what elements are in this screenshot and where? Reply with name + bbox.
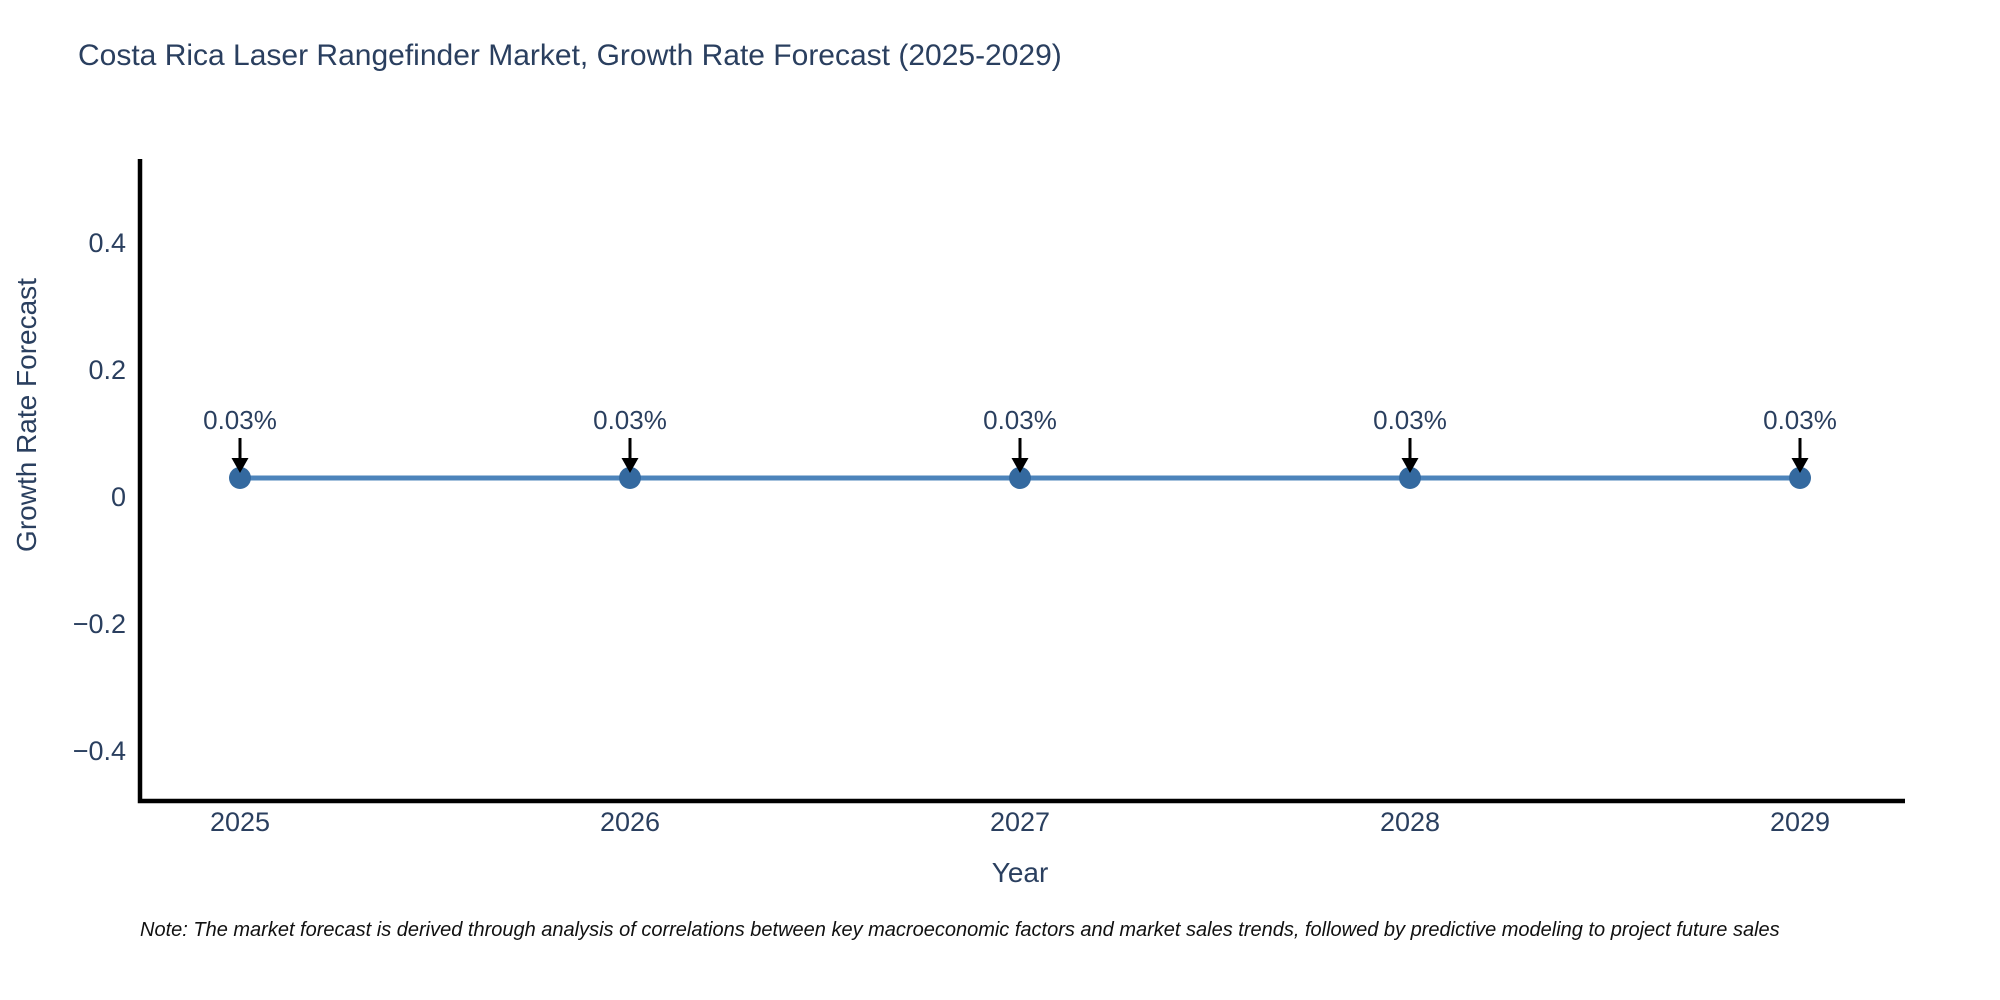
annotation-arrowhead: [1791, 458, 1809, 473]
data-point: [1009, 466, 1031, 489]
point-annotation: 0.03%: [593, 405, 667, 435]
x-tick-label: 2029: [1770, 807, 1830, 837]
y-tick-label: −0.4: [73, 736, 126, 766]
y-axis-title: Growth Rate Forecast: [11, 278, 42, 552]
point-annotation: 0.03%: [203, 405, 277, 435]
data-point: [1399, 466, 1421, 489]
y-tick-label: −0.2: [73, 609, 126, 639]
chart-title: Costa Rica Laser Rangefinder Market, Gro…: [78, 39, 1062, 72]
y-tick-label: 0.2: [88, 355, 126, 385]
x-axis-title: Year: [991, 857, 1049, 888]
annotation-arrowhead: [1011, 458, 1029, 473]
y-tick-label: 0: [111, 482, 126, 512]
annotation-arrowhead: [231, 458, 249, 473]
annotation-arrowhead: [621, 458, 639, 473]
point-annotation: 0.03%: [1373, 405, 1447, 435]
point-annotation: 0.03%: [1763, 405, 1837, 435]
point-annotation: 0.03%: [983, 405, 1057, 435]
x-tick-label: 2028: [1380, 807, 1440, 837]
data-point: [619, 466, 641, 489]
x-tick-label: 2025: [210, 807, 270, 837]
annotation-arrowhead: [1401, 458, 1419, 473]
x-tick-label: 2026: [600, 807, 660, 837]
axis-spines: [137, 159, 1905, 804]
x-tick-label: 2027: [990, 807, 1050, 837]
data-point: [1789, 466, 1811, 489]
footnote: Note: The market forecast is derived thr…: [140, 919, 1780, 941]
data-point: [229, 466, 251, 489]
y-tick-label: 0.4: [88, 228, 126, 258]
